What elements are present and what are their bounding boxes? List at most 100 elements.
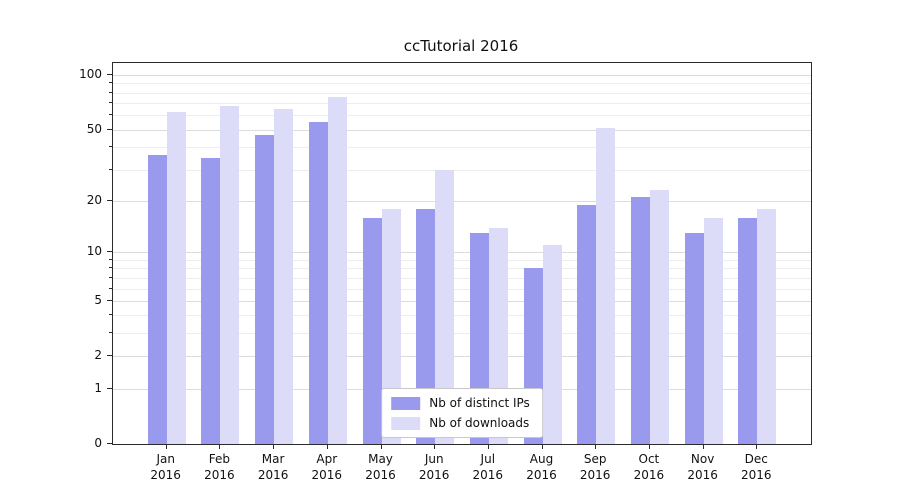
bar-downloads-aug xyxy=(542,245,562,444)
y-tick-mark-100 xyxy=(107,74,112,76)
bar-downloads-jun xyxy=(435,169,455,444)
x-tick-label-dec: Dec 2016 xyxy=(741,452,772,482)
gridline-minor-y-4 xyxy=(113,315,811,317)
x-tick-label-may: May 2016 xyxy=(365,452,396,482)
bar-downloads-feb xyxy=(220,105,240,444)
bar-distinct-ips-may xyxy=(362,217,382,444)
x-tick-mark-nov xyxy=(702,444,704,449)
x-tick-mark-sep xyxy=(595,444,597,449)
bar-distinct-ips-jun xyxy=(416,208,436,444)
gridline-minor-y-80 xyxy=(113,92,811,94)
y-minor-tick-70 xyxy=(109,102,112,104)
y-tick-label-0: 0 xyxy=(94,436,102,450)
x-tick-mark-may xyxy=(380,444,382,449)
bar-downloads-jan xyxy=(166,111,186,444)
bar-distinct-ips-nov xyxy=(684,233,704,444)
gridline-major-y-10 xyxy=(113,252,811,254)
x-tick-label-aug: Aug 2016 xyxy=(526,452,557,482)
gridline-minor-y-90 xyxy=(113,83,811,85)
y-minor-tick-9 xyxy=(109,258,112,260)
bar-distinct-ips-jan xyxy=(147,155,167,444)
legend-label-distinct-ips: Nb of distinct IPs xyxy=(429,396,530,410)
bar-distinct-ips-sep xyxy=(577,204,597,444)
gridline-major-y-50 xyxy=(113,129,811,131)
y-tick-label-5: 5 xyxy=(94,292,102,307)
gridline-minor-y-3 xyxy=(113,333,811,335)
gridline-minor-y-8 xyxy=(113,268,811,270)
gridline-major-y-2 xyxy=(113,356,811,358)
bar-distinct-ips-dec xyxy=(738,217,758,444)
x-tick-mark-oct xyxy=(648,444,650,449)
gridline-minor-y-30 xyxy=(113,169,811,171)
x-tick-label-oct: Oct 2016 xyxy=(633,452,665,482)
x-tick-mark-jan xyxy=(165,444,167,449)
gridline-minor-y-40 xyxy=(113,147,811,149)
y-tick-mark-0 xyxy=(107,443,112,444)
legend-swatch-downloads xyxy=(391,416,421,430)
chart-title: ccTutorial 2016 xyxy=(403,37,519,55)
bar-distinct-ips-feb xyxy=(201,157,221,444)
x-tick-label-jul: Jul 2016 xyxy=(472,452,504,482)
y-minor-tick-40 xyxy=(109,146,112,148)
x-tick-mark-jul xyxy=(487,444,489,449)
bar-downloads-oct xyxy=(649,190,669,444)
gridline-minor-y-60 xyxy=(113,115,811,117)
y-tick-mark-2 xyxy=(107,355,112,357)
plot-area: Nb of distinct IPs Nb of downloads xyxy=(112,62,812,445)
bar-downloads-apr xyxy=(327,96,347,444)
gridline-minor-y-9 xyxy=(113,259,811,261)
y-tick-mark-5 xyxy=(107,299,112,301)
x-tick-mark-feb xyxy=(219,444,221,449)
gridline-minor-y-6 xyxy=(113,288,811,290)
x-tick-label-jun: Jun 2016 xyxy=(418,452,450,482)
gridline-major-y-100 xyxy=(113,75,811,77)
y-minor-tick-90 xyxy=(109,82,112,84)
y-tick-mark-10 xyxy=(107,251,112,253)
legend-swatch-distinct-ips xyxy=(391,396,421,410)
y-tick-label-10: 10 xyxy=(86,244,102,259)
bar-distinct-ips-mar xyxy=(255,134,275,444)
y-minor-tick-30 xyxy=(109,168,112,170)
legend: Nb of distinct IPs Nb of downloads xyxy=(381,388,543,438)
x-tick-label-mar: Mar 2016 xyxy=(257,452,289,482)
bar-downloads-dec xyxy=(757,208,777,444)
y-tick-label-2: 2 xyxy=(94,348,102,363)
y-minor-tick-6 xyxy=(109,287,112,289)
y-minor-tick-4 xyxy=(109,314,112,316)
bar-downloads-nov xyxy=(703,217,723,444)
y-tick-label-20: 20 xyxy=(86,192,102,207)
x-tick-mark-apr xyxy=(326,444,328,449)
y-tick-mark-1 xyxy=(107,387,112,389)
x-tick-label-jan: Jan 2016 xyxy=(150,452,181,482)
gridline-major-y-5 xyxy=(113,300,811,302)
x-tick-label-sep: Sep 2016 xyxy=(579,452,611,482)
y-minor-tick-3 xyxy=(109,332,112,334)
bar-downloads-sep xyxy=(596,128,616,444)
x-tick-label-nov: Nov 2016 xyxy=(687,452,718,482)
x-tick-label-feb: Feb 2016 xyxy=(204,452,235,482)
y-tick-mark-20 xyxy=(107,199,112,201)
legend-entry-downloads: Nb of downloads xyxy=(391,416,530,430)
x-tick-mark-mar xyxy=(273,444,275,449)
bar-distinct-ips-apr xyxy=(308,122,328,444)
y-minor-tick-8 xyxy=(109,267,112,269)
y-minor-tick-7 xyxy=(109,276,112,278)
gridline-major-y-20 xyxy=(113,200,811,202)
bar-downloads-may xyxy=(381,208,401,444)
y-minor-tick-80 xyxy=(109,91,112,93)
legend-label-downloads: Nb of downloads xyxy=(429,416,530,430)
y-tick-label-100: 100 xyxy=(79,67,102,82)
x-tick-mark-dec xyxy=(756,444,758,449)
y-tick-mark-50 xyxy=(107,128,112,130)
legend-entry-distinct-ips: Nb of distinct IPs xyxy=(391,396,530,410)
x-tick-mark-jun xyxy=(434,444,436,449)
bar-downloads-mar xyxy=(274,109,294,444)
y-tick-label-1: 1 xyxy=(94,380,102,395)
y-minor-tick-60 xyxy=(109,114,112,116)
bar-distinct-ips-oct xyxy=(630,196,650,444)
y-tick-label-50: 50 xyxy=(86,121,102,136)
x-tick-label-apr: Apr 2016 xyxy=(311,452,343,482)
gridline-minor-y-70 xyxy=(113,103,811,105)
x-tick-mark-aug xyxy=(541,444,543,449)
